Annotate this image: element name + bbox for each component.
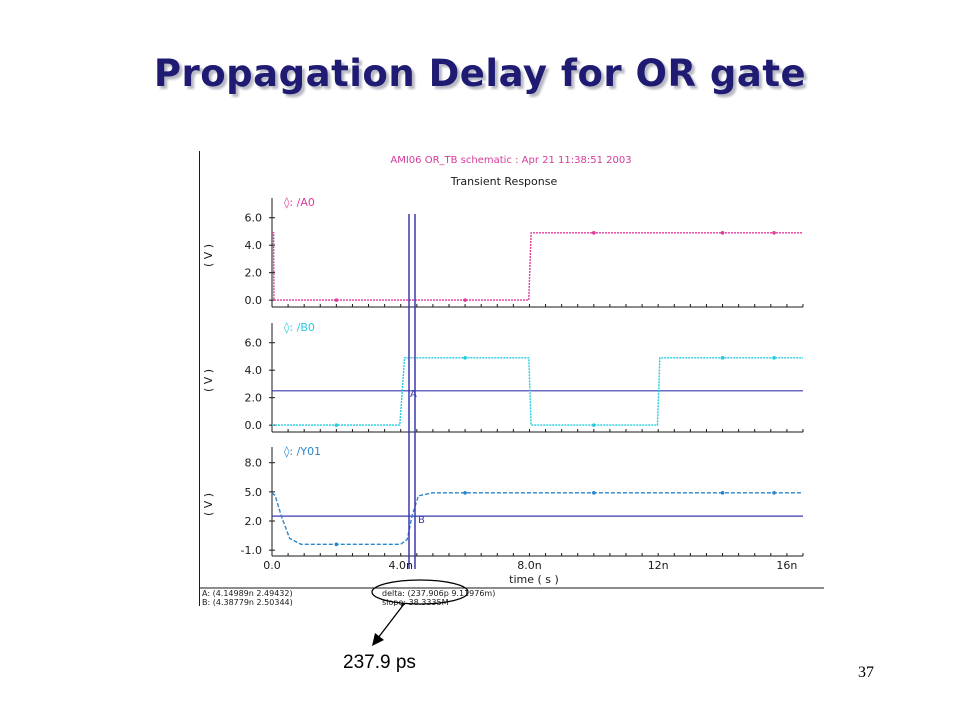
waveform-marker [720,356,725,360]
waveform-marker [772,356,776,360]
y-tick-label: 2.0 [245,392,263,405]
waveform-marker [720,231,725,235]
waveform-marker [463,356,467,360]
y-tick-label: 6.0 [245,212,263,225]
y-axis-label: ( V ) [202,244,215,267]
waveform-marker [334,542,339,547]
readout-slope: slope: 38.3335M [382,598,449,606]
y-tick-label: 0.0 [245,419,263,432]
y-tick-label: 5.0 [245,486,263,499]
waveform-marker [463,298,467,302]
waveform-marker [592,231,596,235]
waveform-line [272,232,803,301]
x-tick-label: 16n [776,559,797,572]
callout-arrow-head [372,603,405,646]
y-axis-label: ( V ) [202,493,215,516]
readout-delta: delta: (237.906p 9.11976m) [382,589,495,598]
marker-a-label: A [410,389,417,400]
x-tick-label: 0.0 [263,559,281,572]
waveform-marker [334,423,339,427]
y-axis-label: ( V ) [202,369,215,392]
waveform-panel: 0.0 2.0 4.0 6.0 ( V ) ◊: /A0 [202,196,804,308]
readout-a: A: (4.14989n 2.49432) [202,589,293,598]
readout-b: B: (4.38779n 2.50344) [202,598,293,606]
waveform-marker [592,491,596,495]
waveform-marker [772,491,776,495]
series-legend-label: ◊: /A0 [284,196,315,209]
y-tick-label: 0.0 [245,294,263,307]
waveform-marker [772,231,776,235]
y-tick-label: 2.0 [245,515,263,528]
waveform-marker [334,298,339,302]
waveform-marker [592,423,596,427]
waveform-viewer: AMI06 OR_TB schematic : Apr 21 11:38:51 … [199,151,824,606]
viewer-header: AMI06 OR_TB schematic : Apr 21 11:38:51 … [390,155,631,166]
x-tick-label: 8.0n [517,559,541,572]
delta-highlight-ellipse [371,579,469,605]
waveform-panel: -1.0 2.0 5.0 8.0 ( V ) ◊: /Y01 [202,445,804,557]
waveform-marker [463,491,467,495]
delay-callout: 237.9 ps [343,652,416,673]
y-tick-label: 4.0 [245,364,263,377]
y-tick-label: -1.0 [241,544,262,557]
y-tick-label: 4.0 [245,239,263,252]
page-number: 37 [858,664,874,681]
viewer-subtitle: Transient Response [450,175,558,188]
series-legend-label: ◊: /Y01 [284,445,321,458]
y-tick-label: 6.0 [245,337,263,350]
slide-title: Propagation Delay for OR gate [153,52,807,95]
series-legend-label: ◊: /B0 [284,321,315,334]
waveform-marker [720,491,725,495]
x-axis-label: time ( s ) [509,573,559,586]
marker-b-label: B [418,515,425,526]
y-tick-label: 2.0 [245,267,263,280]
x-axis-ticks: 0.0 4.0n 8.0n 12n 16n [263,559,797,572]
waveform-line [272,357,803,426]
waveform-line [271,492,803,545]
x-tick-label: 4.0n [388,559,412,572]
x-tick-label: 12n [648,559,669,572]
waveform-panel: 0.0 2.0 4.0 6.0 ( V ) ◊: /B0 [202,321,804,433]
y-tick-label: 8.0 [245,457,263,470]
